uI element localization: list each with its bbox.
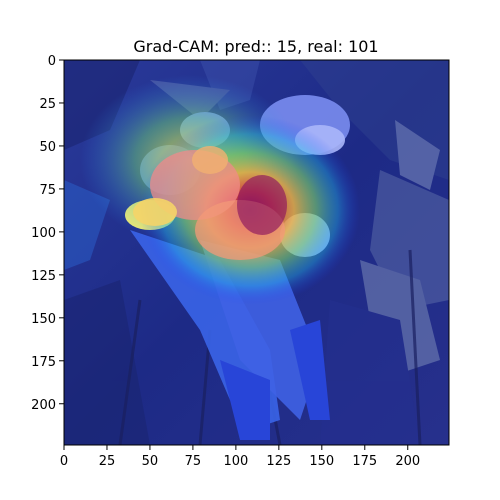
x-tick-label: 75 [185,454,202,469]
y-axis: 0 25 50 75 100 125 150 175 200 [31,54,64,413]
y-tick-label: 25 [39,97,56,112]
y-tick-label: 175 [31,355,56,370]
x-tick-label: 0 [60,454,68,469]
y-tick-label: 75 [39,183,56,198]
x-tick-label: 100 [223,454,248,469]
y-tick-label: 100 [31,226,56,241]
heatmap-image [64,60,449,445]
heatmap-overlay [80,75,360,305]
x-axis: 0 25 50 75 100 125 150 175 200 [60,445,420,469]
plot-frame [63,59,450,446]
x-tick-label: 50 [142,454,159,469]
y-tick-label: 200 [31,398,56,413]
x-tick-label: 150 [309,454,334,469]
y-tick-label: 150 [31,312,56,327]
x-tick-label: 200 [395,454,420,469]
x-tick-label: 175 [352,454,377,469]
x-tick-label: 125 [266,454,291,469]
y-tick-label: 0 [48,54,56,69]
chart-title: Grad-CAM: pred:: 15, real: 101 [133,37,378,56]
y-tick-label: 125 [31,269,56,284]
y-tick-label: 50 [39,140,56,155]
x-tick-label: 25 [99,454,116,469]
